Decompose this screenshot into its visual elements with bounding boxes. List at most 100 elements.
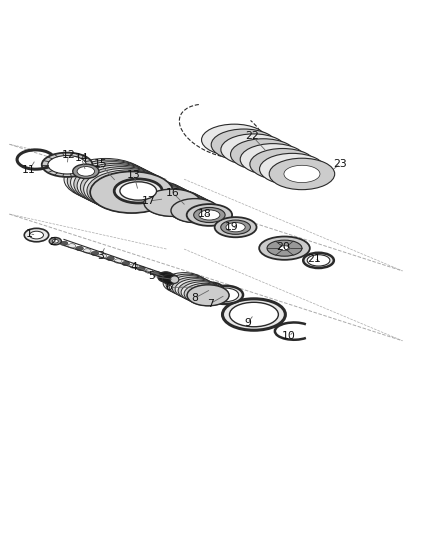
Ellipse shape: [240, 143, 306, 175]
Ellipse shape: [226, 223, 245, 232]
Ellipse shape: [67, 160, 150, 201]
Ellipse shape: [114, 179, 162, 203]
Text: 20: 20: [277, 242, 290, 252]
Text: 16: 16: [166, 188, 180, 198]
Ellipse shape: [130, 264, 138, 268]
Ellipse shape: [141, 188, 198, 215]
Ellipse shape: [162, 194, 210, 218]
Ellipse shape: [166, 274, 208, 295]
Ellipse shape: [120, 182, 156, 200]
Ellipse shape: [159, 193, 207, 217]
Ellipse shape: [165, 196, 213, 220]
Ellipse shape: [172, 277, 214, 298]
Ellipse shape: [136, 185, 192, 212]
Ellipse shape: [42, 152, 92, 177]
Text: 6: 6: [166, 282, 172, 293]
Ellipse shape: [181, 282, 223, 303]
Ellipse shape: [171, 199, 219, 223]
Ellipse shape: [162, 274, 178, 284]
Ellipse shape: [83, 249, 91, 253]
Ellipse shape: [245, 146, 281, 163]
Ellipse shape: [201, 124, 267, 156]
Text: 14: 14: [74, 153, 88, 163]
Ellipse shape: [68, 244, 76, 248]
Text: 8: 8: [191, 293, 198, 303]
Text: 18: 18: [198, 209, 212, 219]
Ellipse shape: [250, 149, 315, 180]
Ellipse shape: [221, 134, 286, 165]
Ellipse shape: [114, 259, 122, 263]
Ellipse shape: [81, 167, 163, 208]
Ellipse shape: [215, 217, 257, 237]
Ellipse shape: [52, 239, 58, 243]
Ellipse shape: [145, 269, 153, 273]
Ellipse shape: [170, 276, 179, 284]
Ellipse shape: [158, 272, 173, 282]
Ellipse shape: [212, 288, 239, 302]
Text: 12: 12: [61, 150, 75, 160]
Ellipse shape: [84, 168, 166, 210]
Ellipse shape: [202, 285, 220, 294]
Text: 2: 2: [49, 238, 56, 247]
Ellipse shape: [90, 172, 173, 213]
Ellipse shape: [91, 251, 99, 256]
Ellipse shape: [168, 197, 216, 221]
Text: 15: 15: [93, 159, 107, 169]
Ellipse shape: [160, 274, 168, 278]
Text: 1: 1: [26, 229, 32, 239]
Ellipse shape: [153, 190, 201, 214]
Ellipse shape: [169, 276, 211, 297]
Ellipse shape: [77, 165, 160, 206]
Ellipse shape: [122, 261, 130, 265]
Ellipse shape: [230, 302, 279, 327]
Ellipse shape: [267, 240, 302, 256]
Ellipse shape: [284, 165, 320, 183]
Ellipse shape: [178, 280, 220, 301]
Ellipse shape: [184, 284, 226, 304]
Ellipse shape: [138, 187, 195, 214]
Ellipse shape: [60, 241, 68, 246]
Ellipse shape: [90, 172, 173, 213]
Ellipse shape: [130, 182, 187, 209]
Ellipse shape: [29, 231, 43, 239]
Ellipse shape: [187, 285, 229, 306]
Ellipse shape: [127, 181, 184, 208]
Text: 22: 22: [245, 131, 258, 141]
Ellipse shape: [48, 156, 86, 174]
Ellipse shape: [99, 254, 106, 258]
Ellipse shape: [75, 246, 83, 251]
Ellipse shape: [199, 282, 223, 296]
Ellipse shape: [259, 237, 310, 260]
Text: 21: 21: [307, 254, 321, 264]
Ellipse shape: [221, 220, 251, 235]
Ellipse shape: [199, 210, 220, 220]
Ellipse shape: [156, 191, 205, 215]
Text: 3: 3: [98, 251, 105, 261]
Ellipse shape: [236, 141, 272, 158]
Ellipse shape: [274, 160, 310, 177]
Ellipse shape: [307, 255, 330, 266]
Ellipse shape: [49, 238, 61, 245]
Text: 19: 19: [224, 222, 238, 232]
Text: 13: 13: [127, 170, 141, 180]
Ellipse shape: [87, 170, 170, 212]
Ellipse shape: [255, 151, 291, 168]
Ellipse shape: [163, 272, 205, 294]
Ellipse shape: [223, 299, 286, 330]
Text: 10: 10: [282, 332, 296, 341]
Ellipse shape: [303, 253, 334, 268]
Ellipse shape: [269, 158, 335, 190]
Ellipse shape: [144, 189, 201, 216]
Ellipse shape: [74, 163, 157, 205]
Ellipse shape: [279, 246, 290, 251]
Text: 7: 7: [207, 298, 214, 309]
Ellipse shape: [208, 286, 243, 304]
Ellipse shape: [64, 158, 147, 200]
Ellipse shape: [133, 183, 190, 211]
Ellipse shape: [77, 166, 95, 176]
Ellipse shape: [106, 256, 114, 261]
Ellipse shape: [153, 271, 161, 276]
Ellipse shape: [265, 156, 300, 173]
Text: 11: 11: [22, 165, 36, 175]
Text: 23: 23: [333, 159, 347, 169]
